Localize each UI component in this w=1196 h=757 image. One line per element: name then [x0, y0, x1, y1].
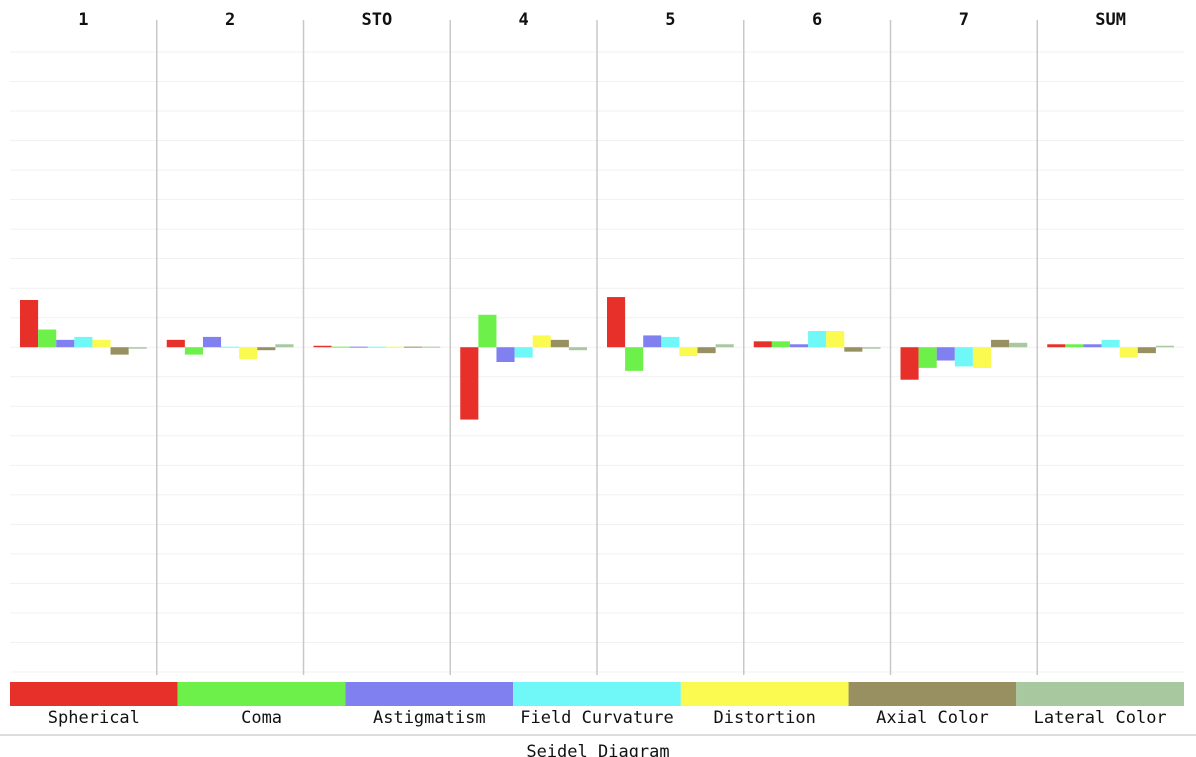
bar	[844, 347, 863, 352]
bar	[313, 345, 332, 348]
legend-label: Axial Color	[876, 708, 989, 728]
bar	[275, 344, 294, 348]
legend-swatch	[345, 682, 514, 706]
bar	[20, 300, 39, 348]
bar	[568, 347, 587, 351]
bar	[862, 347, 881, 349]
bar	[166, 339, 185, 348]
legend-label: Field Curvature	[520, 708, 674, 728]
bar	[715, 344, 734, 348]
chart-title: Seidel Diagram	[526, 742, 669, 757]
legend-swatch	[848, 682, 1017, 706]
bar	[532, 335, 551, 348]
bar	[257, 347, 276, 351]
bar	[789, 344, 809, 348]
column-label: SUM	[1095, 10, 1126, 30]
bar	[38, 329, 57, 348]
bar	[385, 346, 405, 348]
bar	[771, 341, 790, 348]
legend-label: Spherical	[48, 708, 140, 728]
bar	[367, 346, 386, 348]
bar	[460, 347, 479, 420]
bar	[349, 346, 368, 348]
legend-label: Distortion	[714, 708, 816, 728]
bar	[607, 297, 626, 348]
bar	[184, 347, 203, 355]
legend-swatch	[513, 682, 681, 706]
bar	[900, 347, 919, 380]
bar	[478, 314, 497, 348]
column-label: STO	[362, 10, 393, 30]
legend-swatch	[10, 682, 178, 706]
bar	[826, 331, 845, 348]
bar	[1047, 344, 1066, 348]
column-label: 6	[812, 10, 822, 30]
bar	[56, 339, 75, 348]
bar	[221, 346, 240, 348]
bar	[422, 346, 441, 348]
column-label: 4	[519, 10, 529, 30]
bar	[1137, 347, 1156, 354]
column-label: 2	[225, 10, 235, 30]
bar	[92, 339, 111, 348]
bar	[239, 347, 258, 360]
column-label: 1	[78, 10, 88, 30]
legend-swatch	[177, 682, 346, 706]
bar	[128, 347, 147, 349]
legend-swatch	[1016, 682, 1184, 706]
bar	[331, 346, 350, 348]
bar	[74, 336, 93, 348]
bar	[661, 336, 680, 348]
bar	[496, 347, 515, 362]
bar	[972, 347, 992, 368]
bar	[753, 341, 772, 348]
bar	[1083, 344, 1102, 348]
legend-swatch	[680, 682, 849, 706]
legend-label: Coma	[241, 708, 282, 728]
bar	[991, 339, 1010, 348]
bar	[1009, 342, 1028, 348]
column-label: 5	[665, 10, 675, 30]
bar	[679, 347, 698, 357]
bar	[1155, 345, 1174, 348]
column-label: 7	[959, 10, 969, 30]
bar	[954, 347, 973, 367]
bar	[697, 347, 716, 354]
bar	[1065, 344, 1084, 348]
legend-label: Astigmatism	[373, 708, 486, 728]
legend-label: Lateral Color	[1034, 708, 1167, 728]
bar	[1101, 339, 1120, 348]
bar	[808, 331, 827, 348]
bar	[514, 347, 533, 358]
bar	[643, 335, 662, 348]
bar	[918, 347, 937, 368]
bar	[404, 346, 423, 348]
bar	[1119, 347, 1138, 358]
bar	[110, 347, 129, 355]
bar	[202, 336, 222, 348]
bar	[936, 347, 955, 361]
bar	[625, 347, 644, 371]
bar	[550, 339, 569, 348]
